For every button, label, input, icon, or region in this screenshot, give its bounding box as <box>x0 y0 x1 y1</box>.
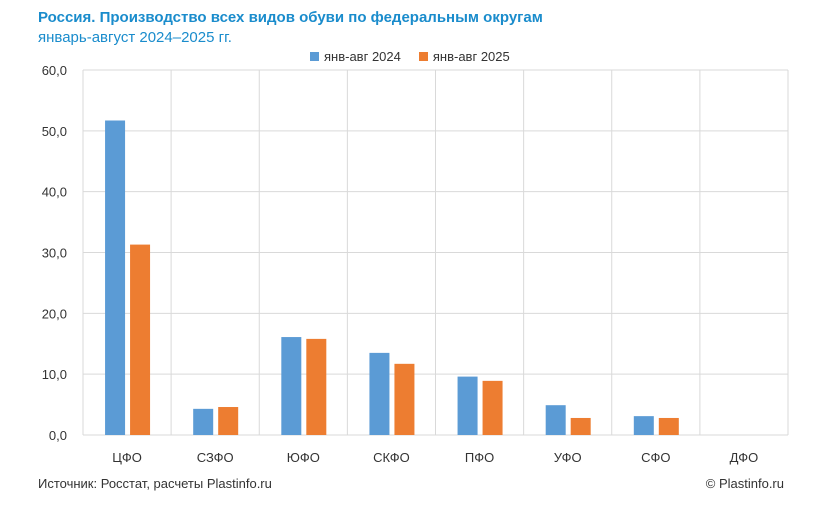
bar-2025 <box>130 244 151 435</box>
y-tick-label: 20,0 <box>42 306 67 321</box>
legend-label: янв-авг 2025 <box>432 49 510 64</box>
y-tick-label: 30,0 <box>42 246 67 261</box>
x-tick-label: ДФО <box>730 450 759 465</box>
bar-2025 <box>570 417 591 435</box>
chart-subtitle: январь-август 2024–2025 гг. <box>38 29 232 46</box>
bar-2024 <box>457 376 478 435</box>
y-tick-label: 0,0 <box>49 428 67 443</box>
bar-2024 <box>545 405 566 435</box>
chart-title: Россия. Производство всех видов обуви по… <box>38 9 543 26</box>
bar-2024 <box>633 416 654 435</box>
y-tick-label: 40,0 <box>42 185 67 200</box>
y-tick-label: 50,0 <box>42 124 67 139</box>
copyright: © Plastinfo.ru <box>705 476 784 491</box>
x-tick-label: СЗФО <box>197 450 234 465</box>
x-tick-label: СКФО <box>373 450 410 465</box>
legend-item-2024: янв-авг 2024 <box>310 49 401 64</box>
bar-2024 <box>193 408 214 435</box>
bar-2024 <box>105 120 126 435</box>
bar-2025 <box>482 380 503 435</box>
bar-2025 <box>658 417 679 435</box>
x-tick-label: СФО <box>641 450 670 465</box>
legend: янв-авг 2024 янв-авг 2025 <box>310 49 510 64</box>
y-tick-label: 60,0 <box>42 63 67 78</box>
source-note: Источник: Росстат, расчеты Plastinfo.ru <box>38 476 272 491</box>
bar-2025 <box>394 363 415 435</box>
x-tick-label: ПФО <box>465 450 494 465</box>
bar-2024 <box>281 337 302 435</box>
legend-swatch <box>310 52 319 61</box>
x-tick-label: ЦФО <box>112 450 142 465</box>
legend-item-2025: янв-авг 2025 <box>418 49 510 64</box>
legend-label: янв-авг 2024 <box>324 49 401 64</box>
bar-2025 <box>306 338 327 435</box>
x-tick-label: ЮФО <box>287 450 320 465</box>
bar-2025 <box>218 407 239 435</box>
y-tick-label: 10,0 <box>42 367 67 382</box>
bar-2024 <box>369 352 390 435</box>
legend-swatch <box>418 52 428 61</box>
x-tick-label: УФО <box>554 450 582 465</box>
